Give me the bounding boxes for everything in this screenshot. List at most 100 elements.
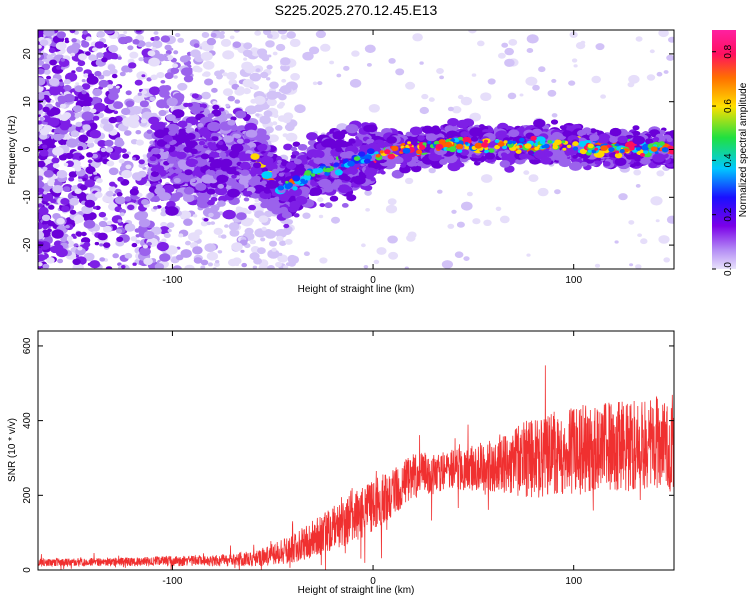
heatmap-cell	[454, 251, 464, 258]
heatmap-cell	[107, 64, 116, 71]
heatmap-cell	[655, 219, 660, 223]
heatmap-cell	[101, 57, 108, 63]
heatmap-cell	[177, 82, 188, 91]
heatmap-cell	[206, 199, 215, 206]
heatmap-cell	[282, 228, 292, 235]
heatmap-cell	[329, 60, 335, 65]
heatmap-cell	[259, 115, 271, 125]
heatmap-cell	[461, 201, 473, 211]
heatmap-cell	[258, 263, 269, 269]
heatmap-cell	[266, 90, 279, 100]
heatmap-cell	[278, 88, 283, 92]
heatmap-cell	[97, 140, 107, 147]
heatmap-cell	[126, 151, 131, 155]
heatmap-cell	[135, 239, 141, 244]
heatmap-cell	[81, 40, 87, 44]
heatmap-cell	[190, 49, 201, 58]
heatmap-cell	[82, 212, 95, 222]
heatmap-cell	[222, 50, 235, 60]
heatmap-cell	[153, 31, 159, 35]
heatmap-cell	[39, 149, 49, 157]
heatmap-cell	[292, 141, 301, 147]
heatmap-cell	[212, 104, 220, 110]
heatmap-cell	[58, 81, 65, 87]
heatmap-cell	[656, 71, 663, 77]
heatmap-cell	[143, 230, 155, 240]
heatmap-cell	[119, 71, 126, 77]
heatmap-cell	[94, 70, 102, 77]
heatmap-cell	[376, 247, 387, 255]
heatmap-cell	[82, 30, 88, 35]
heatmap-cell	[258, 52, 268, 60]
heatmap-cell	[56, 31, 66, 39]
heatmap-cell	[132, 39, 140, 45]
heatmap-cell	[244, 227, 254, 235]
heatmap-cell	[38, 120, 42, 125]
heatmap-cell	[284, 123, 295, 132]
heatmap-cell	[225, 103, 230, 108]
heatmap-cell	[260, 237, 266, 242]
heatmap-cell	[60, 198, 70, 205]
heatmap-cell	[125, 164, 132, 170]
heatmap-cell	[428, 167, 436, 174]
heatmap-cell	[172, 63, 179, 68]
heatmap-cell	[312, 81, 318, 86]
heatmap-cell	[38, 123, 43, 131]
heatmap-cell	[119, 212, 125, 217]
heatmap-cells	[38, 30, 674, 269]
heatmap-cell	[146, 241, 152, 246]
heatmap-cell	[240, 249, 245, 253]
heatmap-cell	[68, 176, 75, 182]
heatmap-cell	[658, 30, 669, 38]
heatmap-cell	[85, 36, 92, 41]
heatmap-cell	[106, 160, 115, 167]
heatmap-cell	[267, 33, 273, 39]
heatmap-cell	[302, 212, 311, 219]
heatmap-cell	[364, 44, 376, 53]
heatmap-cell	[220, 31, 225, 35]
heatmap-cell	[207, 262, 213, 267]
heatmap-cell	[317, 197, 324, 203]
heatmap-cell	[282, 133, 288, 138]
heatmap-cell	[554, 189, 561, 195]
heatmap-cell	[86, 152, 94, 158]
heatmap-cell	[92, 47, 98, 52]
heatmap-cell	[74, 85, 84, 93]
heatmap-cell	[61, 63, 66, 67]
heatmap-cell	[103, 123, 114, 132]
heatmap-cell	[193, 257, 203, 264]
heatmap-cell	[215, 260, 220, 264]
heatmap-cell	[242, 79, 254, 88]
heatmap-cell	[166, 54, 174, 61]
heatmap-cell	[63, 93, 75, 103]
heatmap-cell	[507, 92, 517, 100]
heatmap-cell	[244, 122, 258, 132]
heatmap-cell	[38, 241, 44, 247]
heatmap-cell	[127, 204, 135, 211]
heatmap-cell	[74, 188, 82, 194]
heatmap-cell	[366, 63, 372, 67]
heatmap-cell	[368, 104, 380, 113]
heatmap-cell	[471, 73, 477, 77]
heatmap-cell	[224, 224, 229, 228]
heatmap-cell	[125, 100, 135, 107]
heatmap-cell	[306, 132, 318, 141]
heatmap-cell	[130, 105, 142, 115]
heatmap-cell	[163, 232, 171, 239]
heatmap-cell	[202, 60, 215, 70]
heatmap-cell	[286, 31, 297, 39]
heatmap-cell	[180, 249, 192, 258]
heatmap-cell	[297, 144, 308, 151]
heatmap-cell	[236, 207, 245, 214]
heatmap-cell	[594, 263, 601, 268]
heatmap-cell	[265, 40, 275, 48]
heatmap-cell	[519, 93, 524, 97]
heatmap-cell	[43, 30, 55, 37]
heatmap-cell	[151, 40, 163, 49]
heatmap-cell	[178, 233, 184, 238]
heatmap-cell	[595, 43, 605, 51]
heatmap-cell	[253, 257, 262, 265]
heatmap-cell	[93, 171, 98, 175]
heatmap-cell	[525, 76, 538, 86]
heatmap-cell	[208, 212, 214, 218]
